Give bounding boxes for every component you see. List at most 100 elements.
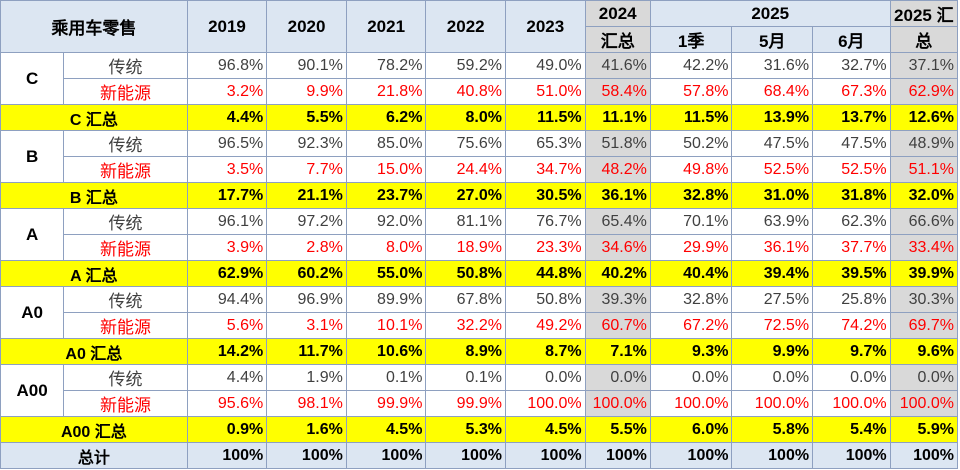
total-value: 100% <box>889 442 959 469</box>
segment-summary-value: 9.3% <box>649 338 733 365</box>
total-label: 总计 <box>0 442 188 469</box>
share-value-cell: 41.6% <box>584 52 651 79</box>
share-value-cell: 100.0% <box>505 390 586 417</box>
share-value-cell: 2.8% <box>266 234 347 261</box>
year-header-2019: 2019 <box>186 0 268 53</box>
segment-row: A00 传统 4.4% 1.9% 0.1% 0.1% 0.0% 0.0% 0.0% 0.0% 0.0… <box>0 364 959 417</box>
corner-header: 乘用车零售 <box>0 0 188 53</box>
total-value: 100% <box>731 442 814 469</box>
segment-name: A0 <box>0 286 65 339</box>
segment-summary-value: 11.7% <box>266 338 347 365</box>
share-value-cell: 100.0% <box>731 390 814 417</box>
share-value-cell: 96.5% <box>186 130 268 157</box>
segment-summary-value: 39.5% <box>812 260 891 287</box>
total-value: 100% <box>345 442 427 469</box>
share-value-cell: 15.0% <box>345 156 427 183</box>
year-header-2023: 2023 <box>505 0 586 53</box>
powertrain-label: 新能源 <box>63 312 188 339</box>
powertrain-label: 传统 <box>63 52 188 79</box>
share-value-cell: 34.6% <box>584 234 651 261</box>
share-value-cell: 48.9% <box>889 130 959 157</box>
share-value-cell: 32.2% <box>425 312 506 339</box>
segment-summary-value: 40.4% <box>649 260 733 287</box>
share-value-cell: 50.2% <box>649 130 733 157</box>
share-value-cell: 48.2% <box>584 156 651 183</box>
share-value-cell: 99.9% <box>425 390 506 417</box>
share-value-cell: 90.1% <box>266 52 347 79</box>
segment-name: B <box>0 130 65 183</box>
share-value-cell: 32.8% <box>649 286 733 313</box>
segment-summary-value: 13.7% <box>812 104 891 131</box>
segment-summary-label: A0 汇总 <box>0 338 188 365</box>
total-value: 100% <box>425 442 506 469</box>
segment-row: 新能源 5.6% 3.1% 10.1% 32.2% 49.2% 60.7% 67.2% 72.5… <box>1 312 959 339</box>
share-value-cell: 65.4% <box>584 208 651 235</box>
share-value-cell: 89.9% <box>345 286 427 313</box>
share-value-cell: 68.4% <box>731 78 814 105</box>
segment-summary-value: 9.7% <box>812 338 891 365</box>
share-value-cell: 51.8% <box>584 130 651 157</box>
share-value-cell: 70.1% <box>649 208 733 235</box>
segment-summary-value: 5.9% <box>889 416 959 443</box>
segment-summary-value: 36.1% <box>584 182 651 209</box>
total-value: 100% <box>584 442 651 469</box>
segment-name: C <box>0 52 65 105</box>
segment-summary-row: A0 汇总 14.2% 11.7% 10.6% 8.9% 8.7% 7.1% 9.3% 9.9%… <box>0 338 959 365</box>
share-value-cell: 27.5% <box>731 286 814 313</box>
share-value-cell: 0.0% <box>731 364 814 391</box>
segment-summary-value: 11.1% <box>584 104 651 131</box>
segment-summary-value: 7.1% <box>584 338 651 365</box>
share-value-cell: 62.3% <box>812 208 891 235</box>
share-value-cell: 34.7% <box>505 156 586 183</box>
share-value-cell: 32.7% <box>812 52 891 79</box>
segment-summary-value: 12.6% <box>889 104 959 131</box>
segment-summary-value: 39.4% <box>731 260 814 287</box>
segment-row: 新能源 3.5% 7.7% 15.0% 24.4% 34.7% 48.2% 49.8% 52.5… <box>1 156 959 183</box>
share-value-cell: 78.2% <box>345 52 427 79</box>
powertrain-label: 新能源 <box>63 234 188 261</box>
share-value-cell: 0.1% <box>425 364 506 391</box>
share-value-cell: 3.9% <box>186 234 268 261</box>
share-value-cell: 97.2% <box>266 208 347 235</box>
share-value-cell: 67.8% <box>425 286 506 313</box>
share-value-cell: 66.6% <box>889 208 959 235</box>
segment-summary-value: 50.8% <box>425 260 506 287</box>
share-value-cell: 65.3% <box>505 130 586 157</box>
table-body: C 传统 96.8% 90.1% 78.2% 59.2% 49.0% 41.6% 42.2% 31… <box>0 52 959 469</box>
share-value-cell: 21.8% <box>345 78 427 105</box>
share-value-cell: 58.4% <box>584 78 651 105</box>
share-value-cell: 47.5% <box>812 130 891 157</box>
total-value: 100% <box>649 442 733 469</box>
share-value-cell: 25.8% <box>812 286 891 313</box>
powertrain-label: 传统 <box>63 364 188 391</box>
share-value-cell: 0.0% <box>889 364 959 391</box>
segment-summary-value: 17.7% <box>186 182 268 209</box>
powertrain-label: 新能源 <box>63 390 188 417</box>
share-value-cell: 81.1% <box>425 208 506 235</box>
share-value-cell: 1.9% <box>266 364 347 391</box>
share-value-cell: 49.8% <box>649 156 733 183</box>
share-value-cell: 0.0% <box>812 364 891 391</box>
segment-summary-value: 8.9% <box>425 338 506 365</box>
share-value-cell: 3.2% <box>186 78 268 105</box>
segment-summary-value: 60.2% <box>266 260 347 287</box>
total-value: 100% <box>266 442 347 469</box>
share-value-cell: 69.7% <box>889 312 959 339</box>
share-value-cell: 100.0% <box>649 390 733 417</box>
total-value: 100% <box>505 442 586 469</box>
share-value-cell: 51.1% <box>889 156 959 183</box>
share-value-cell: 39.3% <box>584 286 651 313</box>
share-value-cell: 0.0% <box>584 364 651 391</box>
segment-summary-value: 4.5% <box>345 416 427 443</box>
share-value-cell: 76.7% <box>505 208 586 235</box>
share-value-cell: 67.3% <box>812 78 891 105</box>
segment-summary-value: 14.2% <box>186 338 268 365</box>
share-value-cell: 3.1% <box>266 312 347 339</box>
share-value-cell: 100.0% <box>584 390 651 417</box>
share-value-cell: 40.8% <box>425 78 506 105</box>
share-value-cell: 94.4% <box>186 286 268 313</box>
share-value-cell: 29.9% <box>649 234 733 261</box>
share-value-cell: 63.9% <box>731 208 814 235</box>
share-value-cell: 49.2% <box>505 312 586 339</box>
